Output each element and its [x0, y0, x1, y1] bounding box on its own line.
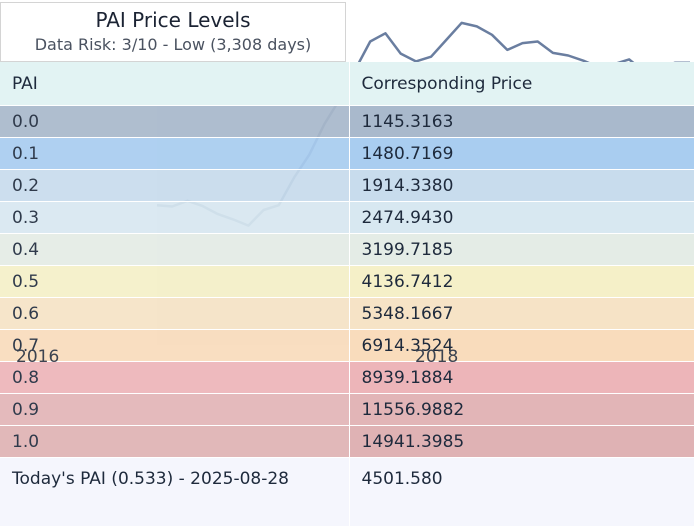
table-row: 0.9 11556.9882: [0, 393, 694, 426]
pai-cell: 0.4: [0, 233, 349, 266]
table-row: 0.0 1145.3163: [0, 105, 694, 138]
pai-cell: 0.7: [0, 329, 349, 362]
price-cell: 1480.7169: [348, 137, 694, 170]
price-cell: 6914.3524: [348, 329, 694, 362]
today-price: 4501.580: [348, 457, 694, 527]
pai-cell: 0.3: [0, 201, 349, 234]
table-header-row: PAI Corresponding Price: [0, 62, 694, 106]
price-cell: 1914.3380: [348, 169, 694, 202]
chart-subtitle: Data Risk: 3/10 - Low (3,308 days): [34, 35, 312, 54]
chart-title-box: PAI Price Levels Data Risk: 3/10 - Low (…: [0, 2, 346, 62]
chart-title: PAI Price Levels: [95, 8, 251, 32]
table-row: 0.7 6914.3524: [0, 329, 694, 362]
price-cell: 4136.7412: [348, 265, 694, 298]
pai-cell: 0.8: [0, 361, 349, 394]
table-row: 0.8 8939.1884: [0, 361, 694, 394]
price-cell: 2474.9430: [348, 201, 694, 234]
table-row: 0.5 4136.7412: [0, 265, 694, 298]
price-cell: 1145.3163: [348, 105, 694, 138]
header-pai: PAI: [0, 62, 349, 106]
today-row: Today's PAI (0.533) - 2025-08-28 4501.58…: [0, 457, 694, 527]
table-row: 0.2 1914.3380: [0, 169, 694, 202]
table-row: 0.1 1480.7169: [0, 137, 694, 170]
price-cell: 3199.7185: [348, 233, 694, 266]
header-price: Corresponding Price: [348, 62, 694, 106]
pai-cell: 0.9: [0, 393, 349, 426]
table-row: 1.0 14941.3985: [0, 425, 694, 458]
pai-cell: 0.5: [0, 265, 349, 298]
pai-cell: 0.2: [0, 169, 349, 202]
pai-price-table: PAI Corresponding Price 0.0 1145.3163 0.1…: [0, 62, 694, 527]
table-row: 0.6 5348.1667: [0, 297, 694, 330]
table-row: 0.4 3199.7185: [0, 233, 694, 266]
x-tick-label: 2018: [415, 347, 459, 367]
x-tick-label: 2016: [16, 347, 60, 367]
price-cell: 11556.9882: [348, 393, 694, 426]
price-cell: 14941.3985: [348, 425, 694, 458]
price-cell: 8939.1884: [348, 361, 694, 394]
pai-cell: 0.0: [0, 105, 349, 138]
price-cell: 5348.1667: [348, 297, 694, 330]
pai-cell: 0.6: [0, 297, 349, 330]
pai-cell: 0.1: [0, 137, 349, 170]
today-pai-label: Today's PAI (0.533) - 2025-08-28: [0, 457, 349, 527]
pai-cell: 1.0: [0, 425, 349, 458]
table-row: 0.3 2474.9430: [0, 201, 694, 234]
